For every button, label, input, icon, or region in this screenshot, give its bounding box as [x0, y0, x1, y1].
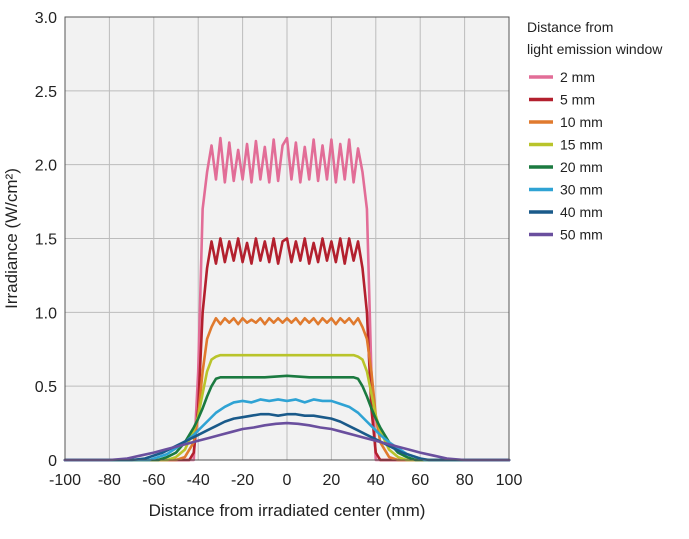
y-tick-label: 0 — [48, 453, 57, 470]
x-tick-label: 80 — [456, 472, 474, 489]
y-tick-label: 3.0 — [35, 10, 57, 27]
x-tick-label: 0 — [283, 472, 292, 489]
series-line-0 — [63, 136, 511, 462]
legend-entry: 10 mm — [560, 114, 603, 130]
series-line-2 — [63, 316, 511, 462]
y-tick-label: 2.0 — [35, 158, 57, 175]
x-axis-label: Distance from irradiated center (mm) — [149, 501, 426, 520]
series-line-6 — [63, 412, 511, 462]
series-line-1 — [63, 237, 511, 462]
y-tick-label: 2.5 — [35, 84, 57, 101]
legend-entry: 30 mm — [560, 182, 603, 198]
series-lines — [63, 136, 511, 462]
x-tick-label: -40 — [187, 472, 210, 489]
x-tick-label: -20 — [231, 472, 254, 489]
x-tick-label: 100 — [496, 472, 523, 489]
x-tick-label: 60 — [411, 472, 429, 489]
plot-frame — [64, 16, 510, 461]
legend: Distance from light emission window 2 mm… — [527, 19, 663, 243]
legend-title-line-1: Distance from — [527, 19, 613, 35]
y-axis-label: Irradiance (W/cm²) — [2, 168, 21, 309]
y-tick-label: 1.5 — [35, 232, 57, 249]
x-tick-label: -60 — [142, 472, 165, 489]
y-tick-label: 1.0 — [35, 305, 57, 322]
x-axis-ticks: -100 -80 -60 -40 -20 0 20 40 60 80 100 — [49, 472, 522, 489]
legend-entry: 15 mm — [560, 137, 603, 153]
x-tick-label: 20 — [323, 472, 341, 489]
legend-title-line-2: light emission window — [527, 41, 663, 57]
legend-entry: 5 mm — [560, 92, 595, 108]
x-tick-label: -80 — [98, 472, 121, 489]
y-tick-label: 0.5 — [35, 379, 57, 396]
x-tick-label: 40 — [367, 472, 385, 489]
series-line-7 — [63, 421, 511, 462]
x-tick-label: -100 — [49, 472, 81, 489]
legend-entry: 2 mm — [560, 69, 595, 85]
legend-entry: 40 mm — [560, 204, 603, 220]
legend-entry: 50 mm — [560, 227, 603, 243]
legend-entry: 20 mm — [560, 159, 603, 175]
y-axis-ticks: 0 0.5 1.0 1.5 2.0 2.5 3.0 — [35, 10, 57, 470]
series-line-4 — [63, 374, 511, 462]
